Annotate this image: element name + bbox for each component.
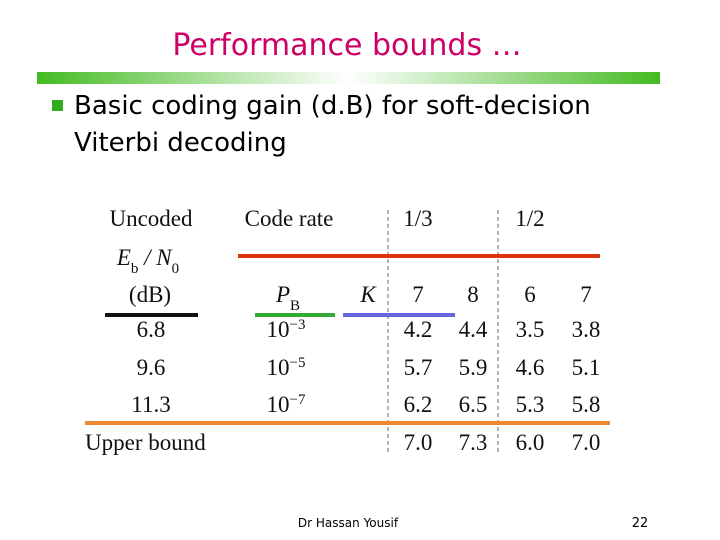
slide-title: Performance bounds …	[172, 28, 521, 63]
coding-gain: 4.4	[459, 317, 488, 342]
text-part: B	[290, 298, 300, 314]
k-value: 8	[467, 282, 479, 307]
text-part: 10	[267, 317, 290, 342]
k-value: 6	[524, 282, 536, 307]
coding-gain: 5.3	[516, 392, 545, 417]
upper-bound-label: Upper bound	[85, 430, 206, 455]
bit-error-prob: 10−3	[267, 317, 306, 342]
k-value: 7	[580, 282, 592, 307]
page-number: 22	[632, 516, 649, 531]
text-part: 10	[267, 392, 290, 417]
coding-gain: 6.5	[459, 392, 488, 417]
header-rate: 1/3	[403, 206, 432, 231]
coding-gain: 3.5	[516, 317, 545, 342]
upper-bound-gain: 7.3	[459, 430, 488, 455]
coding-gain: 4.6	[516, 355, 545, 380]
text-part: P	[275, 282, 290, 307]
coding-gain: 3.8	[572, 317, 601, 342]
header-db: (dB)	[129, 282, 171, 307]
k-value: 7	[412, 282, 424, 307]
bullet-text: Basic coding gain (d.B) for soft-decisio…	[74, 91, 591, 158]
text-part: −7	[290, 392, 306, 408]
text-part: −5	[290, 355, 306, 371]
header-pb: PB	[275, 282, 300, 314]
upper-bound-gain: 7.0	[404, 430, 433, 455]
header-ebno: Eb / N0	[116, 245, 179, 277]
text-part: 0	[172, 261, 180, 277]
text-part: −3	[290, 317, 306, 333]
coding-gain: 4.2	[404, 317, 433, 342]
snr: 6.8	[137, 317, 166, 342]
coding-gain: 6.2	[404, 392, 433, 417]
header-code-rate: Code rate	[245, 206, 334, 231]
text-part: b	[131, 261, 139, 277]
header-uncoded: Uncoded	[109, 206, 193, 231]
text-part: 10	[267, 355, 290, 380]
bullet-marker	[52, 100, 63, 111]
bullet-box: Basic coding gain (d.B) for soft-decisio…	[74, 91, 591, 158]
bit-error-prob: 10−7	[267, 392, 306, 417]
header-rate: 1/2	[515, 206, 544, 231]
upper-bound-gain: 6.0	[516, 430, 545, 455]
upper-bound-gain: 7.0	[572, 430, 601, 455]
coding-gain: 5.1	[572, 355, 601, 380]
coding-gain: 5.7	[404, 355, 433, 380]
snr: 9.6	[137, 355, 166, 380]
coding-gain: 5.9	[459, 355, 488, 380]
title-underline	[37, 72, 660, 84]
bit-error-prob: 10−5	[267, 355, 306, 380]
footer-author: Dr Hassan Yousif	[298, 516, 399, 530]
coding-gain: 5.8	[572, 392, 601, 417]
header-k: K	[359, 282, 377, 307]
snr: 11.3	[131, 392, 170, 417]
text-part: E	[116, 245, 131, 270]
text-part: / N	[138, 245, 173, 270]
